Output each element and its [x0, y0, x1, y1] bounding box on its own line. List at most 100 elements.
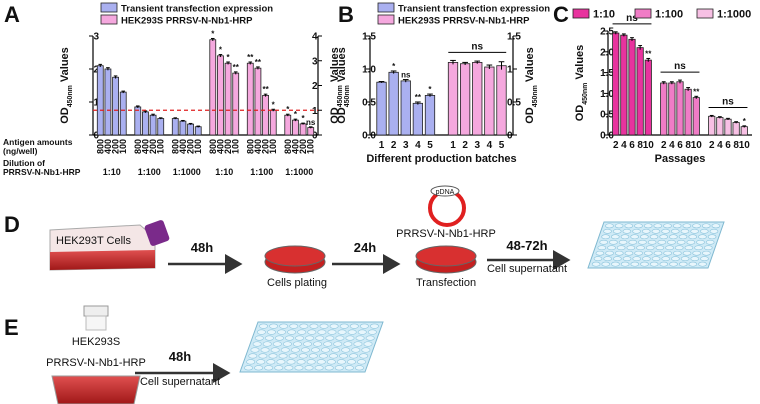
well	[688, 261, 698, 267]
bracket-label: ns	[471, 41, 483, 52]
x-axis-label: Passages	[655, 153, 706, 165]
well	[256, 359, 266, 365]
x-note: Dilution of	[3, 158, 45, 168]
well	[363, 341, 373, 347]
well	[367, 329, 377, 335]
well	[613, 256, 622, 262]
x-tick-label: 4	[487, 140, 493, 151]
well	[624, 223, 634, 229]
well	[246, 359, 256, 365]
x-tick-label: 6	[677, 140, 683, 151]
well	[268, 353, 278, 359]
x-tick-label: 100	[306, 139, 316, 154]
panel-label: E	[4, 315, 19, 340]
well	[339, 353, 349, 359]
well	[347, 359, 356, 365]
well	[288, 353, 298, 359]
bar	[157, 118, 165, 136]
bar	[620, 34, 628, 136]
well	[618, 239, 628, 245]
well	[331, 347, 341, 353]
y-tick-label: 3	[312, 56, 318, 67]
legend-swatch	[696, 8, 714, 19]
significance: *	[272, 100, 276, 109]
well	[601, 261, 611, 267]
significance: *	[302, 114, 306, 123]
x-tick-label: 400	[253, 139, 263, 154]
well	[321, 347, 331, 353]
legend-label: HEK293S PRRSV-N-Nb1-HRP	[398, 16, 530, 27]
well	[264, 365, 274, 371]
y-tick-label: 4	[312, 32, 318, 43]
significance: **	[415, 93, 422, 102]
well	[614, 250, 624, 256]
bar	[684, 88, 692, 136]
well	[667, 239, 676, 245]
well	[313, 341, 323, 347]
x-tick-label: 1	[450, 140, 456, 151]
group-label: 1:1000	[173, 167, 201, 177]
well	[308, 353, 318, 359]
bar	[676, 81, 684, 136]
bar	[284, 114, 292, 136]
bracket-label: ns	[674, 61, 686, 72]
well	[298, 353, 308, 359]
y-label-main: OD	[574, 105, 586, 122]
well	[326, 359, 336, 365]
well	[647, 239, 657, 245]
x-tick-label: 8	[733, 140, 739, 151]
well	[343, 341, 353, 347]
bar	[472, 62, 483, 136]
well	[692, 250, 701, 256]
legend-swatch	[100, 14, 118, 25]
y-tick-label: 1	[507, 65, 513, 76]
well	[640, 261, 649, 267]
well	[669, 261, 678, 267]
well	[632, 228, 641, 234]
well	[665, 245, 674, 251]
well	[643, 223, 653, 229]
well	[700, 228, 709, 234]
well	[329, 353, 338, 359]
well	[688, 234, 698, 240]
x-tick-label: 200	[186, 139, 196, 154]
y-label-rest: Values	[336, 47, 348, 85]
well	[645, 245, 655, 251]
cells-label: PRRSV-N-Nb1-HRP	[46, 357, 146, 369]
well	[624, 250, 634, 256]
bar	[254, 67, 262, 136]
well	[698, 234, 707, 240]
well	[334, 365, 344, 371]
significance: *	[219, 46, 223, 55]
well	[333, 341, 343, 347]
x-tick-label: 800	[133, 139, 143, 154]
panel-label: D	[4, 212, 20, 237]
well	[361, 347, 371, 353]
well	[309, 323, 319, 329]
bar	[400, 80, 411, 136]
well	[299, 323, 309, 329]
y-axis-label: OD450nm Values	[524, 47, 539, 124]
well	[609, 239, 618, 245]
bar	[424, 95, 436, 136]
bar	[447, 62, 459, 136]
well	[657, 239, 667, 245]
well	[304, 365, 314, 371]
well	[349, 323, 359, 329]
legend-swatch	[377, 14, 395, 25]
y-label-main: OD	[524, 107, 536, 124]
bar	[740, 126, 748, 136]
well	[669, 234, 678, 240]
y-label-main: OD	[59, 107, 71, 124]
step-label: Transfection	[416, 277, 476, 289]
y-tick-label: 2	[312, 81, 318, 92]
bar	[187, 123, 194, 136]
bar	[194, 126, 202, 136]
x-tick-label: 5	[427, 140, 433, 151]
x-tick-label: 200	[111, 139, 121, 154]
well	[282, 341, 292, 347]
well	[684, 245, 694, 251]
bar	[716, 117, 724, 136]
y-label-rest: Values	[59, 47, 71, 85]
